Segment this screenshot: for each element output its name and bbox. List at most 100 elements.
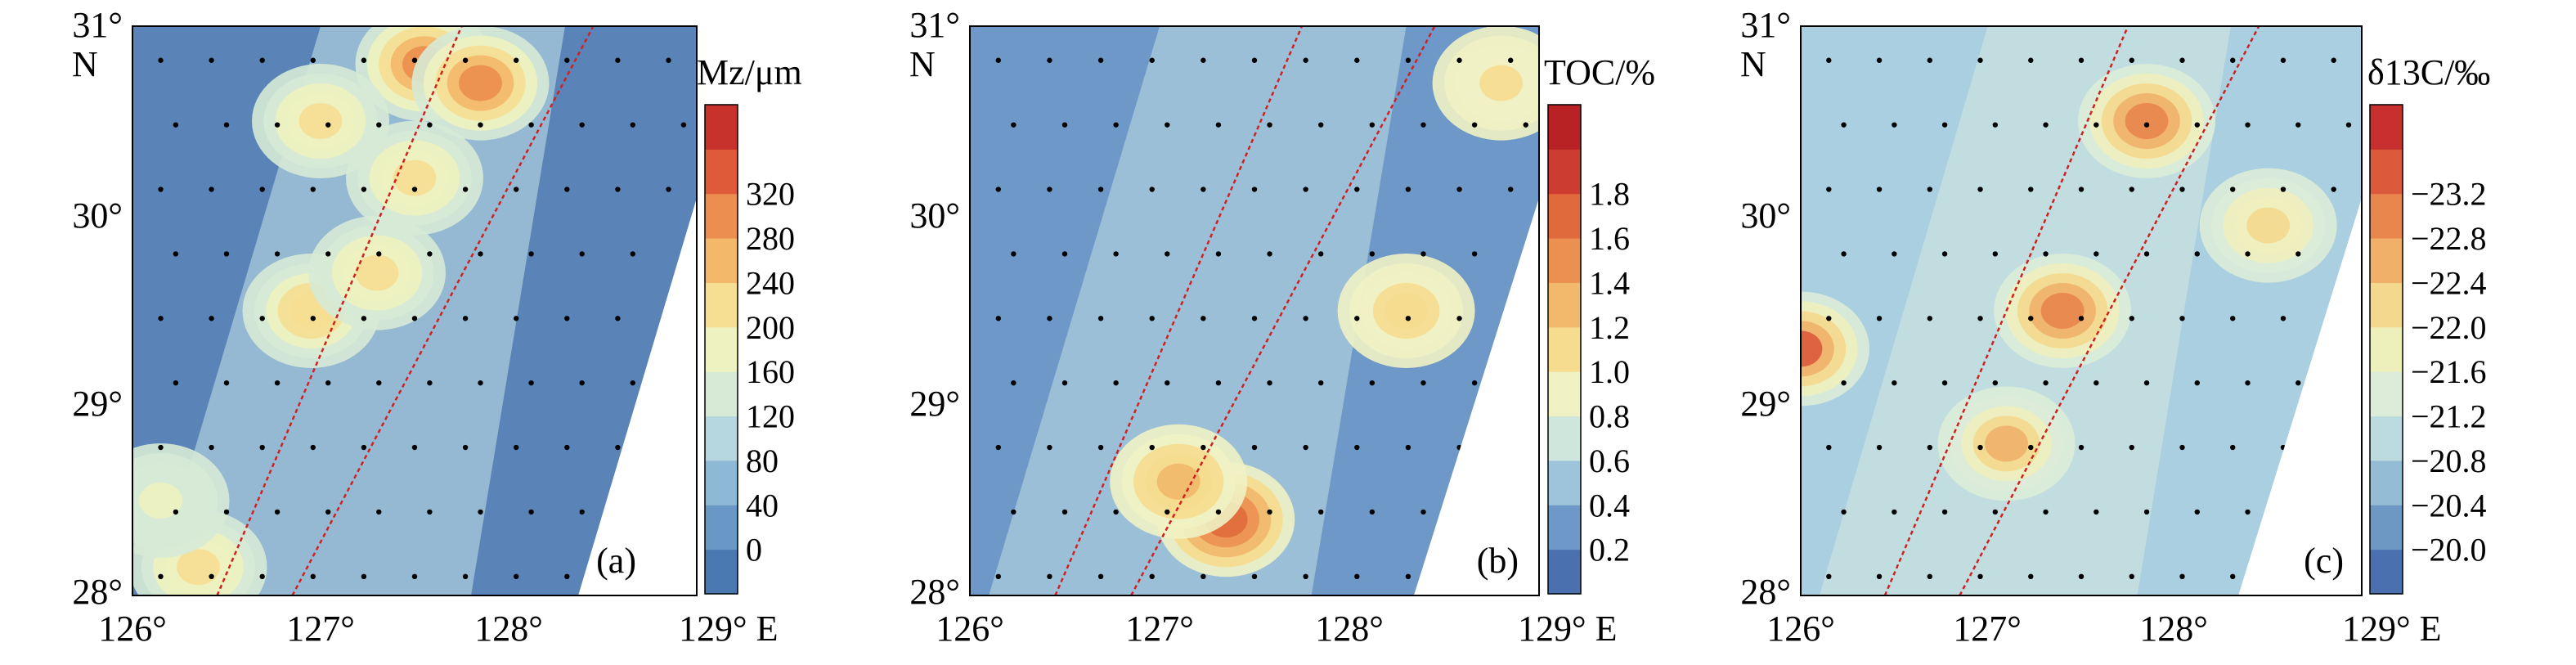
hotspot-ring	[1384, 293, 1428, 329]
station-dot	[1927, 57, 1932, 63]
station-dot	[1267, 509, 1272, 515]
station-dot	[2280, 444, 2287, 451]
station-dot	[1200, 316, 1206, 321]
colorbar-segment	[2370, 549, 2403, 595]
station-dot	[478, 380, 483, 386]
station-dot	[1523, 509, 1528, 515]
station-dot	[2129, 444, 2134, 451]
station-dot	[325, 251, 331, 257]
station-dot	[274, 509, 280, 515]
station-dot	[173, 122, 179, 128]
station-dot	[2230, 573, 2236, 579]
station-dot	[1251, 444, 1258, 451]
station-dot	[630, 380, 635, 386]
station-dot	[2043, 122, 2049, 128]
colorbar-segment	[1548, 282, 1581, 328]
hotspot	[1432, 26, 1539, 141]
station-dot	[2094, 251, 2099, 257]
colorbar-tick-label: −20.8	[2411, 443, 2487, 479]
hotspot	[252, 64, 389, 178]
colorbar-frame	[704, 104, 738, 595]
station-dot	[514, 57, 519, 63]
station-dot	[2194, 251, 2200, 257]
panel-c-xticks: 126° 127° 128° 129° E	[1766, 609, 2441, 649]
station-dot	[2078, 186, 2085, 192]
colorbar-tick-label: 0	[746, 532, 762, 568]
panel-b-colorbar: 0.2 0.4 0.6 0.8 1.0 1.2 1.4 1.6 1.8	[1547, 104, 1630, 595]
colorbar-tick-label: 1.6	[1589, 220, 1630, 257]
station-dot	[1826, 186, 1832, 192]
colorbar-segment	[1548, 549, 1581, 595]
panel-c-map	[1800, 25, 2363, 596]
colorbar-segment	[705, 326, 738, 372]
station-dot	[2296, 380, 2301, 386]
station-dot	[1061, 509, 1068, 515]
colorbar-tick-label: 0.4	[1589, 487, 1630, 523]
panel-c-colorbar: −20.0 −20.4 −20.8 −21.2 −21.6 −22.0 −22.4 −22.8…	[2369, 104, 2487, 595]
station-dot	[1927, 186, 1932, 192]
station-dot	[259, 573, 265, 579]
station-dot	[1369, 251, 1376, 257]
station-dot	[462, 57, 469, 63]
station-dot	[1097, 186, 1104, 192]
station-dot	[1200, 57, 1206, 63]
station-dot	[1523, 251, 1528, 257]
station-dot	[209, 57, 214, 63]
colorbar-segment	[2370, 505, 2403, 550]
colorbar-tick-label: 200	[746, 309, 795, 346]
panel-b-colorbar-title: TOC/%	[1544, 52, 1655, 92]
colorbar-tick-label: 1.8	[1589, 176, 1630, 213]
station-dot	[310, 316, 316, 321]
station-dot	[209, 444, 214, 451]
station-dot	[2331, 316, 2336, 321]
station-dot	[1165, 122, 1170, 128]
station-dot	[2179, 444, 2185, 451]
station-dot	[2245, 122, 2251, 128]
panel-a-xtick-128: 128°	[474, 609, 543, 649]
station-dot	[2129, 573, 2134, 579]
colorbar-tick-label: 40	[746, 487, 779, 523]
station-dot	[1420, 122, 1426, 128]
panel-a-ytick-30: 30°	[72, 195, 123, 236]
station-dot	[579, 251, 585, 257]
station-dot	[1165, 509, 1170, 515]
colorbar-segment	[1548, 149, 1581, 195]
hotspot	[1110, 424, 1248, 539]
station-dot	[274, 251, 280, 257]
station-dot	[1354, 573, 1360, 579]
panel-a-xtick-126: 126°	[98, 609, 167, 649]
station-dot	[1113, 122, 1119, 128]
station-dot	[361, 57, 367, 63]
station-dot	[1061, 122, 1068, 128]
station-dot	[2345, 251, 2352, 257]
station-dot	[2094, 509, 2099, 515]
panel-c-label: (c)	[2304, 541, 2344, 581]
station-dot	[1047, 316, 1052, 321]
station-dot	[1992, 380, 1999, 386]
colorbar-tick-label: 1.0	[1589, 353, 1630, 390]
colorbar-segment	[705, 282, 738, 328]
station-dot	[274, 122, 280, 128]
station-dot	[325, 380, 331, 386]
station-dot	[1354, 186, 1360, 192]
station-dot	[411, 316, 418, 321]
station-dot	[2129, 57, 2134, 63]
hotspot	[2199, 168, 2337, 283]
station-dot	[1927, 444, 1932, 451]
station-dot	[310, 57, 316, 63]
panel-c-xtick-126: 126°	[1766, 609, 1835, 649]
station-dot	[615, 57, 621, 63]
station-dot	[680, 122, 687, 128]
station-dot	[514, 316, 519, 321]
colorbar-tick-label: −22.4	[2411, 264, 2487, 301]
station-dot	[1200, 573, 1206, 579]
station-dot	[2078, 444, 2085, 451]
station-dot	[1826, 573, 1832, 579]
colorbar-segment	[1548, 193, 1581, 239]
colorbar-segment	[2370, 416, 2403, 461]
station-dot	[1354, 57, 1360, 63]
station-dot	[1471, 251, 1478, 257]
station-dot	[158, 316, 164, 321]
station-dot	[1992, 509, 1999, 515]
station-dot	[1471, 122, 1478, 128]
